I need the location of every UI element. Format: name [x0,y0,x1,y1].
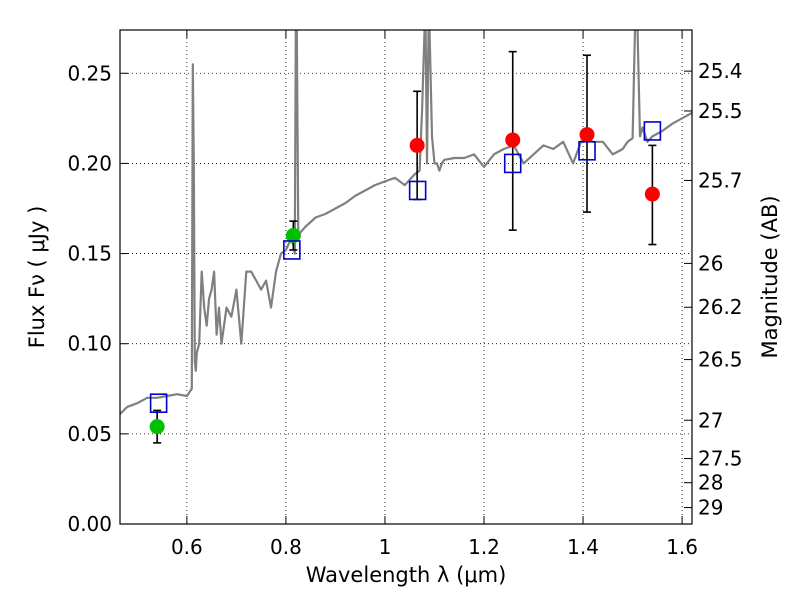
red-data-point [409,137,425,153]
model-band-square [408,180,427,201]
green-data-point [285,228,301,244]
model-band-square [643,121,662,141]
y-tick-label: 0.05 [67,422,112,446]
data-layer [120,30,692,444]
y-tick-label: 0.25 [67,61,112,85]
red-data-point [505,132,521,148]
green-data-point [149,419,165,435]
y-tick-label: 0.20 [67,151,112,175]
y-tick-label: 0.10 [67,332,112,356]
red-data-point [579,127,595,143]
y2-tick-label: 29 [698,496,723,520]
y2-tick-label: 26 [698,251,723,275]
x-tick-label: 1.2 [468,535,500,559]
x-tick-label: 1.4 [567,535,599,559]
y-tick-label: 0.15 [67,242,112,266]
y-axis-title: Flux Fν ( μJy ) [25,206,49,349]
y2-tick-label: 25.5 [698,99,743,123]
plot-frame [119,29,693,525]
y2-tick-label: 27 [698,408,723,432]
model-band-square [578,140,596,161]
y2-tick-label: 26.2 [698,295,743,319]
y-tick-label: 0.00 [67,512,112,536]
model-band-square [149,393,168,414]
grid [120,30,692,524]
plot-background [120,30,692,524]
y2-tick-label: 27.5 [698,447,743,471]
x-tick-label: 1.6 [666,535,698,559]
model-band-square [283,240,301,260]
x-tick-label: 0.8 [270,535,302,559]
x-tick-label: 0.6 [171,535,203,559]
y2-tick-label: 25.4 [698,59,743,83]
model-band-square [503,153,522,174]
y2-tick-label: 28 [698,471,723,495]
y2-tick-label: 25.7 [698,168,743,192]
red-data-point [644,186,660,202]
x-tick-label: 1 [379,535,392,559]
y2-tick-label: 26.5 [698,348,743,372]
plot-area [120,30,692,444]
y2-axis-title: Magnitude (AB) [758,195,782,358]
ticks: 0.6 0.8 1 1.2 1.4 1.6 0.00 0.05 0.10 0.15 0.20 0.25… [67,30,743,559]
x-axis-title: Wavelength λ (μm) [306,563,507,587]
